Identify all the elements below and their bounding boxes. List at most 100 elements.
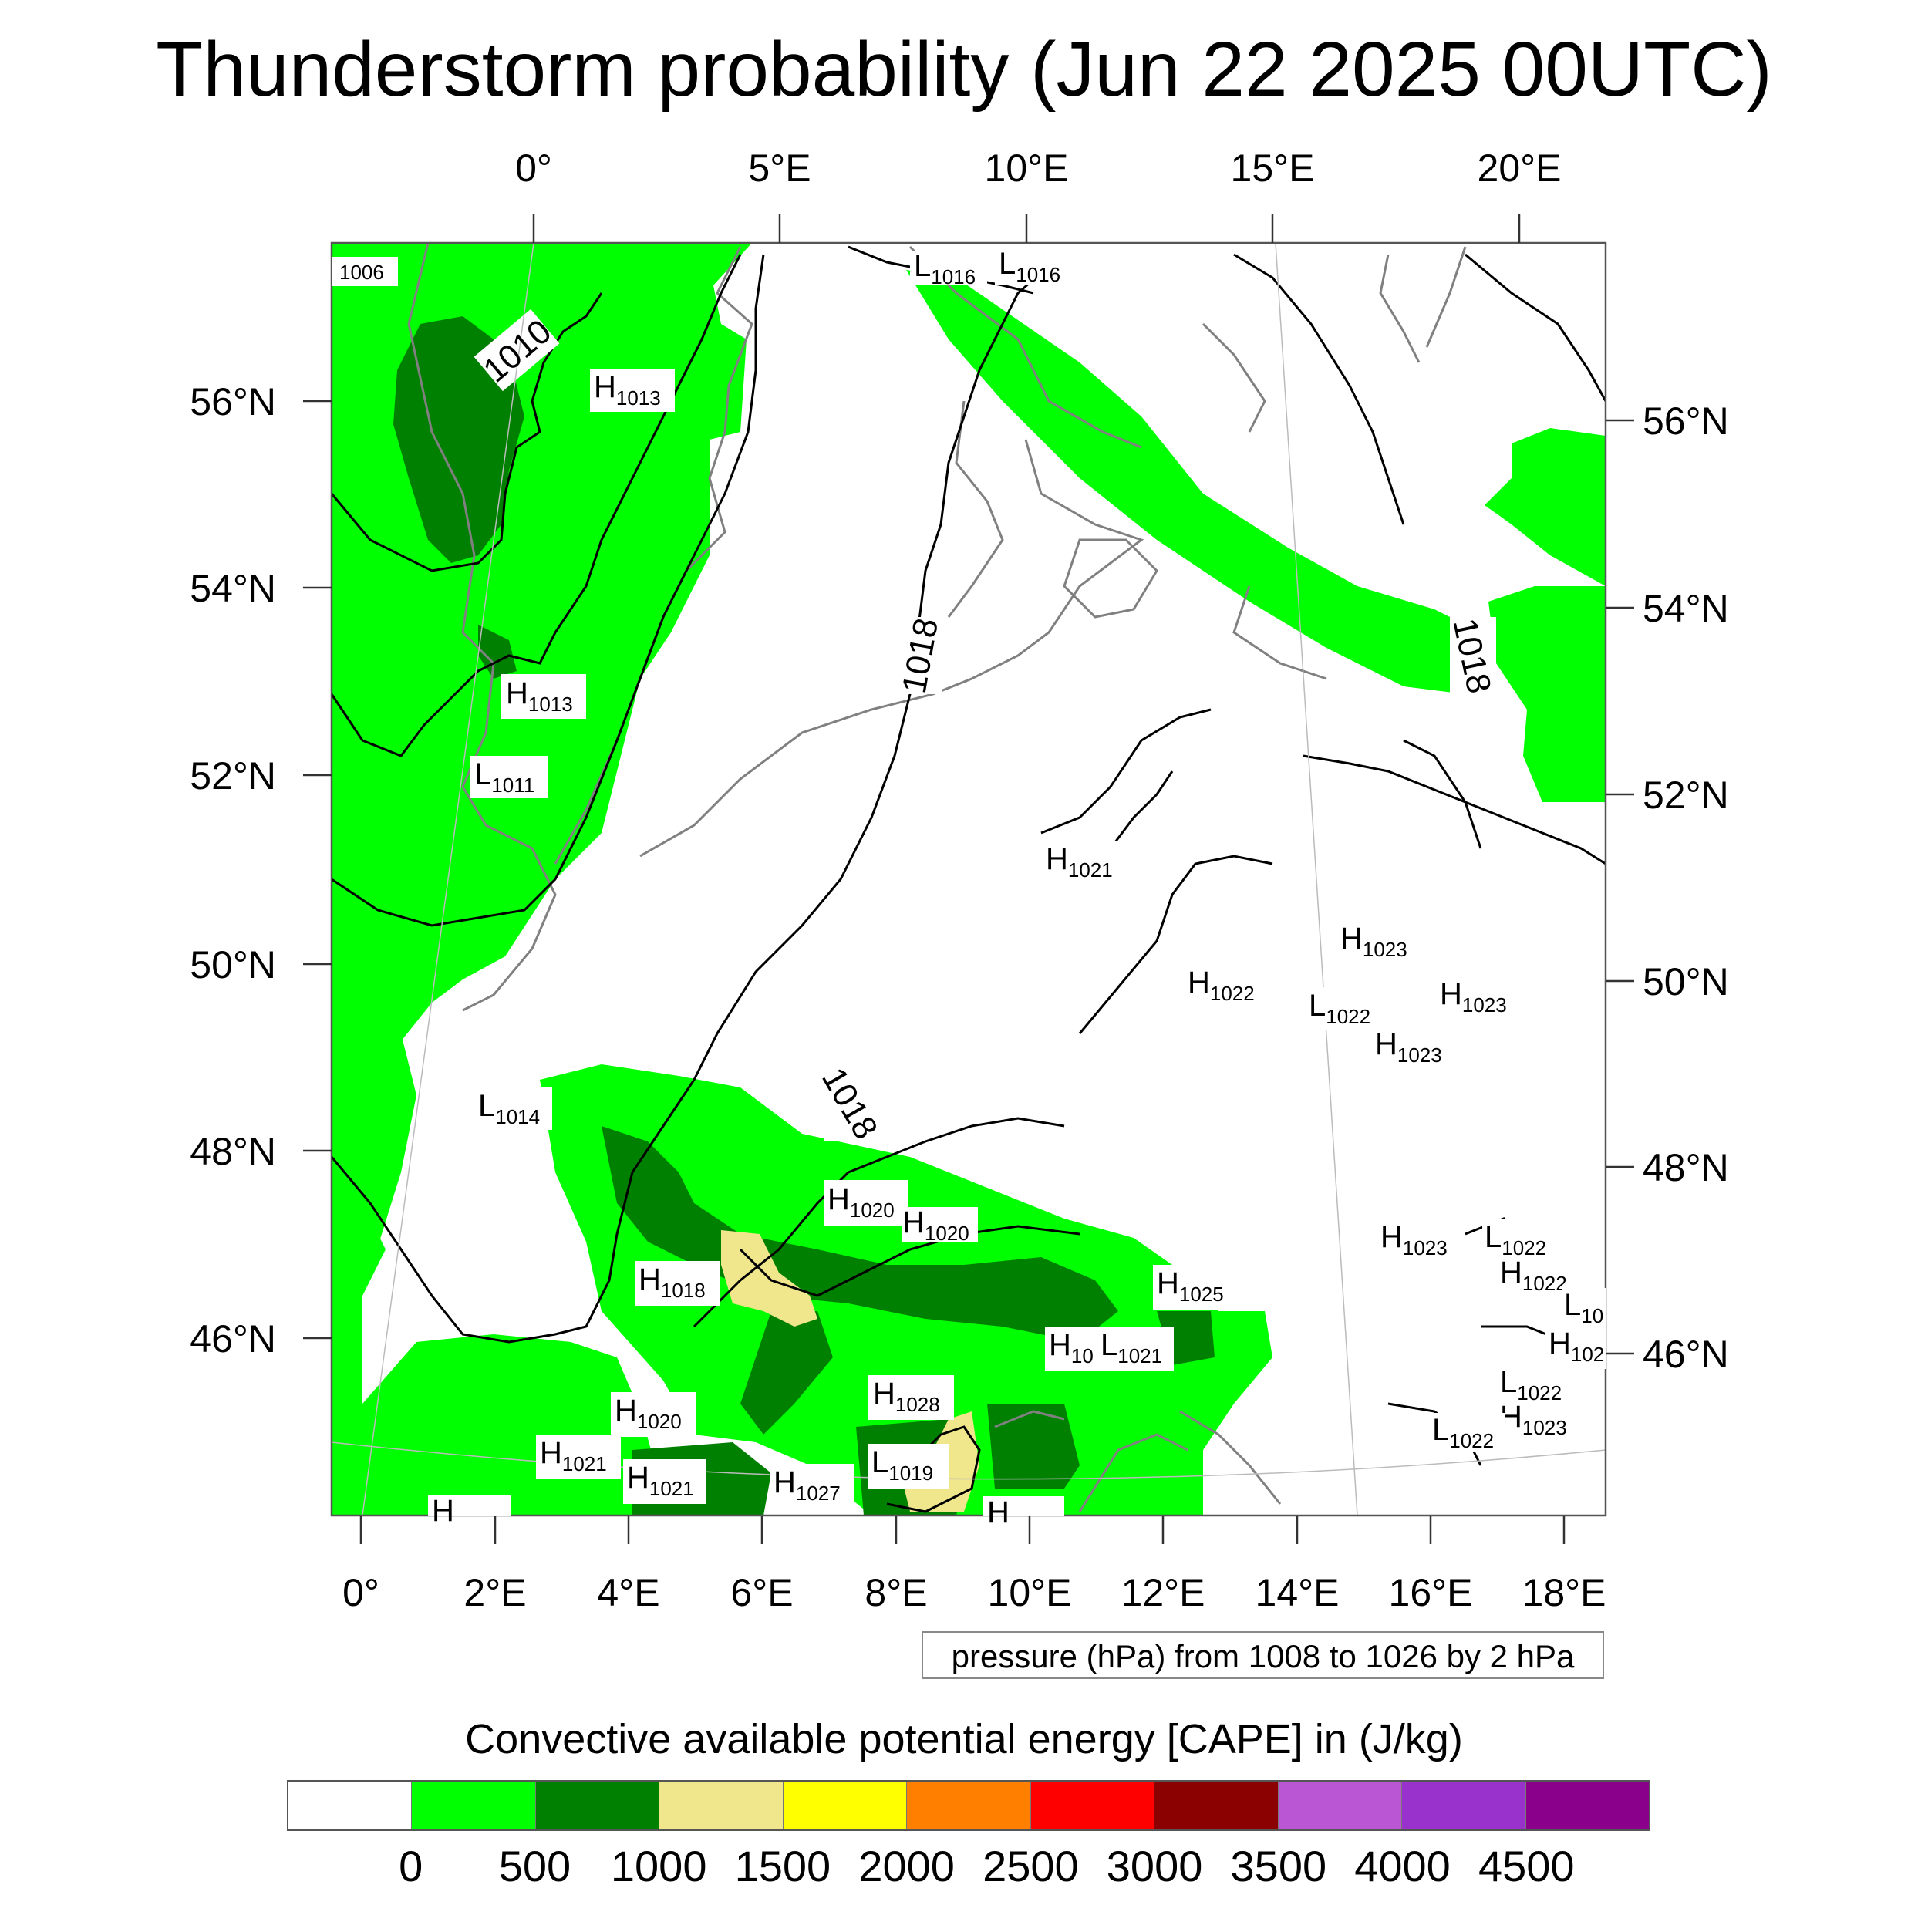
colorbar-box [1030, 1782, 1154, 1829]
bottom-lon-label: 18°E [1522, 1571, 1606, 1614]
svg-text:H1022: H1022 [1188, 966, 1255, 1005]
pressure-label: L1016 [910, 249, 987, 288]
right-lat-label: 52°N [1643, 774, 1729, 817]
left-lat-label: 56°N [190, 380, 276, 423]
colorbar-tick-label: 3000 [1106, 1842, 1203, 1890]
pressure-label: H1023 [1371, 1026, 1456, 1068]
bottom-lon-label: 0° [342, 1571, 379, 1614]
pressure-label: H102 [1545, 1327, 1606, 1369]
svg-text:H1021: H1021 [1046, 842, 1113, 882]
tick-marks [303, 214, 1634, 1544]
pressure-label: L1022 [1482, 1219, 1559, 1263]
left-lat-label: 50°N [190, 943, 276, 986]
pressure-label: H [983, 1495, 1064, 1529]
colorbar-tick-label: 1000 [610, 1842, 707, 1890]
pressure-label: L1022 [1305, 987, 1386, 1030]
pressure-label: H1027 [770, 1464, 854, 1509]
svg-text:L1022: L1022 [1432, 1413, 1494, 1452]
right-lat-label: 56°N [1643, 400, 1729, 443]
pressure-label: H1023 [1500, 1400, 1577, 1441]
svg-text:H1018: H1018 [639, 1263, 706, 1302]
bottom-lon-label: 4°E [597, 1571, 659, 1614]
pressure-label: H1021 [536, 1435, 621, 1479]
pressure-label: H1020 [611, 1392, 696, 1437]
colorbar-box [534, 1782, 659, 1829]
colorbar-tick-label: 1500 [734, 1842, 831, 1890]
pressure-label: H1020 [824, 1180, 908, 1226]
svg-text:L1019: L1019 [871, 1445, 933, 1485]
pressure-label: H1022 [1184, 964, 1269, 1006]
svg-text:H: H [987, 1495, 1010, 1529]
contour-info-box: pressure (hPa) from 1008 to 1026 by 2 hP… [922, 1631, 1604, 1679]
svg-text:H1023: H1023 [1340, 922, 1407, 961]
svg-text:H1021: H1021 [540, 1436, 607, 1475]
top-lon-label: 0° [515, 147, 552, 190]
svg-text:H1025: H1025 [1157, 1266, 1224, 1306]
pressure-label: L10 [1562, 1288, 1606, 1330]
pressure-label: 1006 [332, 257, 398, 286]
svg-text:L1022: L1022 [1309, 989, 1370, 1028]
colorbar-box [782, 1782, 907, 1829]
svg-text:H1023: H1023 [1440, 977, 1507, 1017]
graticule [331, 242, 1606, 1516]
left-lat-label: 46°N [190, 1317, 276, 1360]
pressure-label: H10 [1045, 1327, 1099, 1371]
pressure-label: H1023 [1377, 1219, 1461, 1263]
svg-text:H1013: H1013 [506, 676, 573, 716]
svg-text:H1020: H1020 [827, 1182, 895, 1222]
colorbar-tick-label: 2000 [858, 1842, 955, 1890]
chart-title: Thunderstorm probability (Jun 22 2025 00… [156, 26, 1772, 113]
pressure-label: H1023 [1436, 976, 1521, 1018]
svg-text:H1022: H1022 [1500, 1256, 1567, 1295]
pressure-label: H1013 [590, 369, 675, 412]
svg-text:L1021: L1021 [1101, 1328, 1162, 1367]
right-lat-label: 48°N [1643, 1146, 1729, 1189]
left-lat-label: 54°N [190, 567, 276, 610]
top-lon-label: 20°E [1478, 147, 1562, 190]
pressure-label: H1018 [635, 1261, 720, 1306]
svg-text:H1027: H1027 [774, 1465, 841, 1505]
svg-text:H10: H10 [1049, 1328, 1094, 1367]
left-lat-label: 48°N [190, 1130, 276, 1173]
svg-text:L1022: L1022 [1500, 1365, 1562, 1404]
svg-text:L1016: L1016 [999, 247, 1060, 286]
pressure-label: H1013 [501, 674, 586, 719]
colorbar-ticks: 0 500 1000 1500 2000 2500 3000 3500 4000 4500 [287, 1839, 1650, 1893]
colorbar-tick-label: 0 [399, 1842, 423, 1890]
svg-text:H1013: H1013 [594, 370, 661, 410]
colorbar-box [288, 1782, 412, 1829]
right-lat-label: 50°N [1643, 960, 1729, 1003]
svg-text:H1021: H1021 [627, 1461, 694, 1500]
colorbar-box [659, 1782, 783, 1829]
pressure-label: L1019 [868, 1444, 949, 1489]
pressure-label: H1020 [902, 1205, 978, 1245]
pressure-label: L1021 [1097, 1327, 1174, 1371]
top-lon-label: 10°E [985, 147, 1069, 190]
svg-text:L10: L10 [1564, 1288, 1603, 1327]
pressure-label: H1028 [868, 1375, 954, 1420]
svg-text:H1023: H1023 [1380, 1220, 1448, 1259]
colorbar-box [1154, 1782, 1278, 1829]
svg-text:L1011: L1011 [474, 757, 534, 797]
top-lon-label: 5°E [748, 147, 811, 190]
pressure-label: L1022 [1498, 1365, 1575, 1405]
pressure-label: H1021 [623, 1459, 706, 1504]
colorbar [287, 1780, 1650, 1831]
svg-text:L1016: L1016 [914, 249, 976, 288]
colorbar-tick-label: 500 [498, 1842, 571, 1890]
bottom-lon-label: 6°E [730, 1571, 793, 1614]
axis-labels: 0° 5°E 10°E 15°E 20°E 0° 2°E 4°E 6°E 8°E… [190, 147, 1728, 1614]
colorbar-box [1401, 1782, 1525, 1829]
pressure-label: L1011 [470, 756, 548, 798]
colorbar-box [1277, 1782, 1402, 1829]
pressure-centres: 1006 L1016 L1016 H1013 H1013 L1011 H1021… [332, 247, 1606, 1529]
pressure-label: H1021 [1041, 841, 1126, 883]
pressure-label: L1016 [995, 247, 1072, 286]
pressure-label: L1014 [475, 1087, 552, 1130]
pressure-label: H1023 [1338, 922, 1423, 961]
pressure-label: H [428, 1494, 511, 1528]
svg-text:L1022: L1022 [1485, 1220, 1546, 1259]
bottom-lon-label: 10°E [988, 1571, 1072, 1614]
